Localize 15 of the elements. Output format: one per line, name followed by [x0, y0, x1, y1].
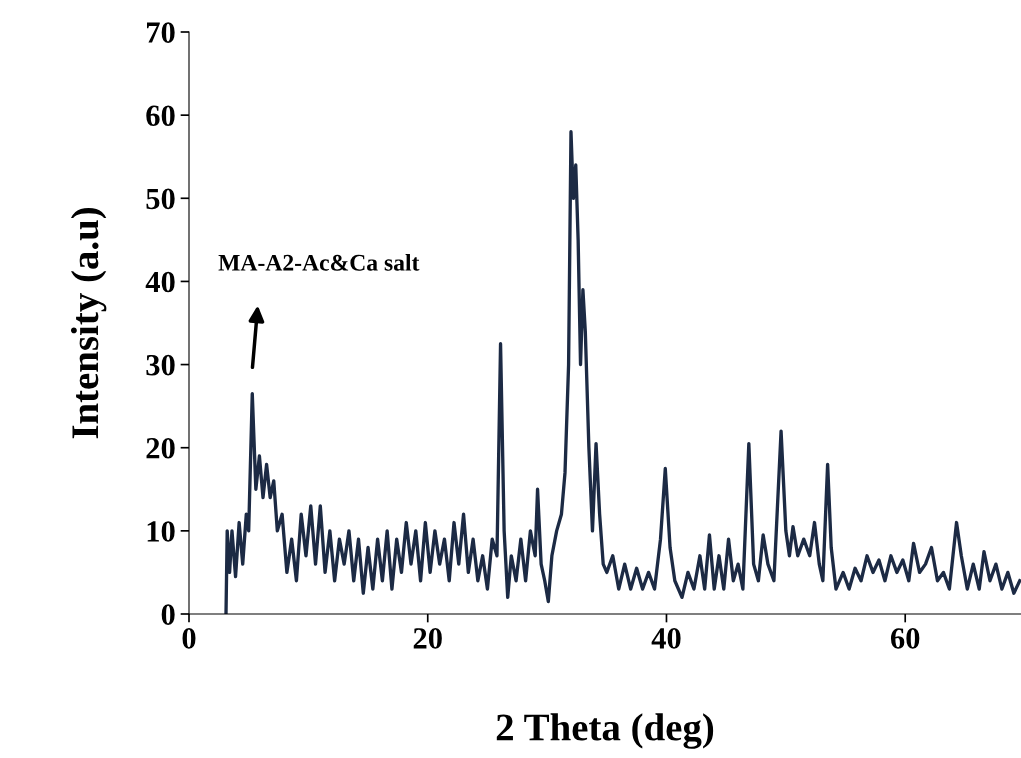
y-tick-label: 50: [146, 188, 175, 210]
y-tick-label: 70: [147, 22, 175, 43]
x-tick-label: 60: [890, 628, 920, 649]
y-tick-label: 60: [146, 105, 175, 127]
x-tick-label: 20: [413, 628, 442, 649]
annotation: MA-A2-Ac&Ca salt: [218, 254, 420, 271]
x-tick-label: 0: [182, 628, 196, 649]
y-tick-label: 20: [146, 438, 175, 459]
y-tick-label: 0: [161, 604, 175, 625]
y-tick-label: 40: [145, 271, 175, 293]
y-tick-label: 30: [146, 354, 175, 376]
y-axis-title: Intensity (a.u): [70, 208, 107, 439]
x-axis-title: 2 Theta (deg): [496, 713, 714, 749]
x-tick-label: 40: [651, 628, 681, 649]
y-tick-label: 10: [147, 521, 175, 542]
